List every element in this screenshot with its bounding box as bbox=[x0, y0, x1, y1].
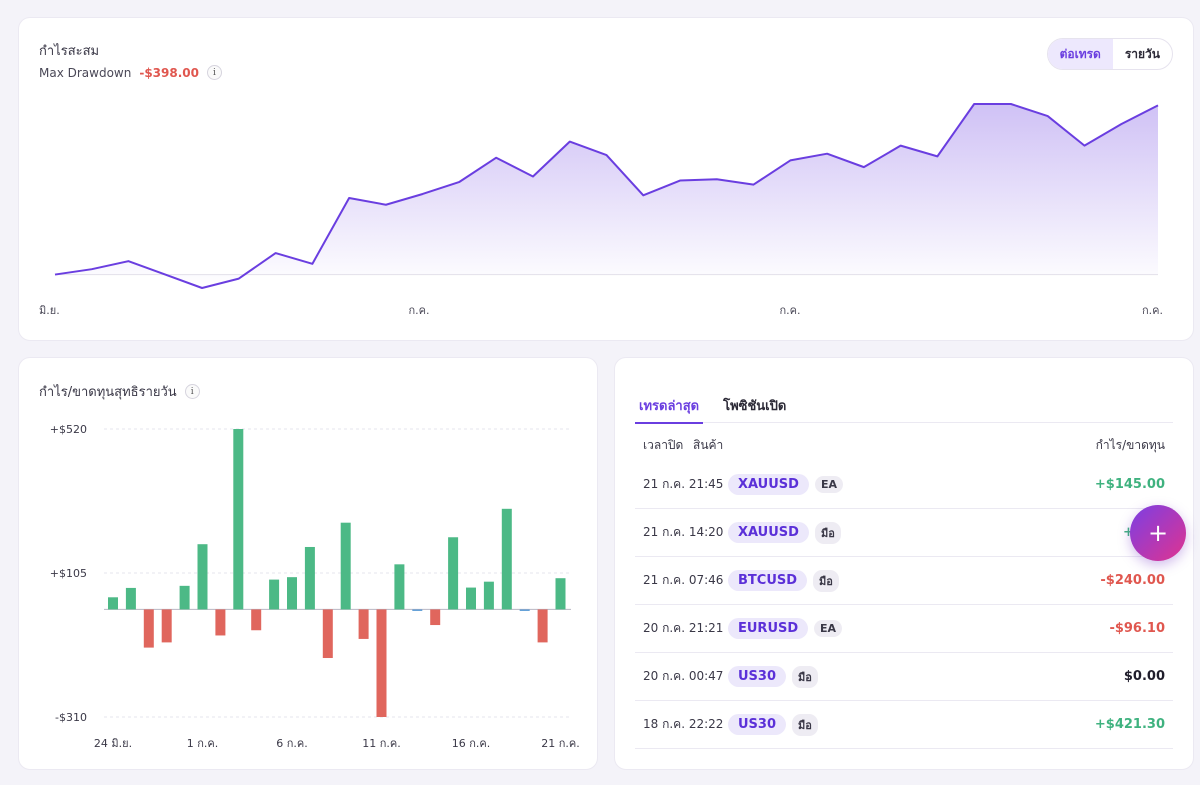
x-tick-label: ก.ค. bbox=[1142, 304, 1163, 317]
trade-pnl: -$240.00 bbox=[1100, 573, 1165, 588]
trade-type-badge: EA bbox=[814, 620, 843, 637]
trade-type-badge: EA bbox=[815, 476, 844, 493]
daily-bar-9[interactable] bbox=[269, 579, 280, 610]
daily-bar-19[interactable] bbox=[448, 537, 459, 610]
daily-bar-18[interactable] bbox=[430, 609, 441, 626]
chart-mode-toggle: ต่อเทรด รายวัน bbox=[1046, 38, 1173, 70]
daily-bar-16[interactable] bbox=[394, 564, 405, 610]
symbol-badge: XAUUSD bbox=[728, 474, 809, 495]
plus-icon: + bbox=[1147, 519, 1169, 547]
trade-row[interactable]: 20 ก.ค. 00:47 US30 มือ $0.00 bbox=[635, 653, 1173, 701]
daily-bar-21[interactable] bbox=[483, 581, 494, 610]
area-fill bbox=[55, 104, 1158, 288]
daily-bar-12[interactable] bbox=[322, 609, 333, 659]
header-pnl: กำไร/ขาดทุน bbox=[1095, 438, 1165, 452]
info-icon[interactable]: i bbox=[206, 65, 222, 80]
daily-bar-7[interactable] bbox=[233, 429, 244, 610]
daily-bar-0[interactable] bbox=[108, 597, 118, 610]
daily-bar-6[interactable] bbox=[215, 609, 226, 636]
x-tick-label: ก.ค. bbox=[779, 304, 800, 317]
x-tick-label: 11 ก.ค. bbox=[362, 737, 401, 750]
daily-bar-23[interactable] bbox=[519, 609, 530, 611]
x-tick-label: ก.ค. bbox=[408, 304, 429, 317]
trade-close-time: 20 ก.ค. 00:47 bbox=[643, 669, 724, 683]
daily-bar-15[interactable] bbox=[376, 609, 387, 717]
daily-bar-2[interactable] bbox=[143, 609, 154, 648]
daily-bar-22[interactable] bbox=[501, 508, 512, 610]
y-tick-label: +$105 bbox=[50, 567, 87, 580]
x-tick-label: 16 ก.ค. bbox=[452, 737, 491, 750]
drawdown-value: -$398.00 bbox=[139, 65, 199, 80]
trade-close-time: 21 ก.ค. 14:20 bbox=[643, 525, 724, 539]
daily-bar-4[interactable] bbox=[179, 585, 190, 610]
toggle-daily[interactable]: รายวัน bbox=[1124, 46, 1160, 61]
cumulative-profit-card: กำไรสะสม Max Drawdown -$398.00 i ต่อเทรด… bbox=[18, 17, 1194, 341]
daily-bar-11[interactable] bbox=[304, 546, 315, 610]
daily-pnl-card: กำไร/ขาดทุนสุทธิรายวัน i +$520 +$105 -$310… bbox=[18, 357, 598, 770]
symbol-badge: BTCUSD bbox=[728, 570, 808, 591]
daily-bar-10[interactable] bbox=[287, 577, 297, 610]
trade-pnl: +$421.30 bbox=[1094, 717, 1165, 732]
header-symbol: สินค้า bbox=[693, 438, 724, 452]
x-tick-label: มิ.ย. bbox=[39, 304, 60, 317]
daily-bar-13[interactable] bbox=[340, 522, 351, 610]
x-tick-label: 24 มิ.ย. bbox=[94, 737, 132, 750]
trade-row[interactable]: 21 ก.ค. 21:45 XAUUSD EA +$145.00 bbox=[635, 461, 1173, 509]
trade-close-time: 21 ก.ค. 21:45 bbox=[643, 477, 724, 491]
trade-close-time: 20 ก.ค. 21:21 bbox=[643, 621, 724, 635]
daily-bar-24[interactable] bbox=[537, 609, 548, 643]
info-icon[interactable]: i bbox=[184, 384, 200, 399]
trade-pnl: +$145.00 bbox=[1094, 477, 1165, 492]
daily-bar-chart: +$520 +$105 -$310 24 มิ.ย. 1 ก.ค. 6 ก.ค. 11 ก.… bbox=[50, 423, 580, 750]
daily-bar-5[interactable] bbox=[197, 544, 208, 610]
trade-row[interactable]: 21 ก.ค. 14:20XAUUSDมือ+$1… bbox=[635, 509, 1173, 557]
trade-close-time: 21 ก.ค. 07:46 bbox=[643, 573, 724, 587]
daily-title: กำไร/ขาดทุนสุทธิรายวัน bbox=[39, 385, 177, 400]
drawdown-row: Max Drawdown -$398.00 i bbox=[39, 65, 222, 80]
trade-pnl: $0.00 bbox=[1123, 669, 1165, 684]
cumulative-area-chart: มิ.ย. ก.ค. ก.ค. ก.ค. bbox=[39, 103, 1163, 317]
trade-close-time: 18 ก.ค. 22:22 bbox=[643, 717, 724, 731]
daily-bar-17[interactable] bbox=[412, 609, 423, 611]
tab-open-positions[interactable]: โพซิชันเปิด bbox=[723, 399, 787, 414]
daily-bar-20[interactable] bbox=[466, 587, 476, 610]
symbol-badge: US30 bbox=[728, 714, 787, 735]
trades-table-header: เวลาปิด สินค้า กำไร/ขาดทุน bbox=[643, 436, 1165, 452]
x-tick-label: 21 ก.ค. bbox=[541, 737, 580, 750]
trade-row[interactable]: 21 ก.ค. 07:46 BTCUSD มือ -$240.00 bbox=[635, 557, 1173, 605]
trade-type-badge: มือ bbox=[792, 665, 818, 688]
daily-bar-14[interactable] bbox=[358, 609, 369, 639]
symbol-badge: XAUUSD bbox=[728, 522, 809, 543]
trades-card: เทรดล่าสุด โพซิชันเปิด เวลาปิด สินค้า กำ… bbox=[614, 357, 1194, 770]
header-close-time: เวลาปิด bbox=[643, 438, 684, 452]
symbol-badge: EURUSD bbox=[728, 618, 809, 639]
tab-recent-trades[interactable]: เทรดล่าสุด bbox=[635, 388, 704, 424]
trade-type-badge: มือ bbox=[792, 713, 818, 736]
trade-type-badge: มือ bbox=[813, 569, 839, 592]
daily-bar-3[interactable] bbox=[161, 609, 172, 643]
add-trade-button[interactable]: + bbox=[1130, 505, 1186, 561]
daily-bar-1[interactable] bbox=[125, 587, 136, 610]
trade-pnl: -$96.10 bbox=[1109, 621, 1165, 636]
y-tick-label: +$520 bbox=[50, 423, 87, 436]
symbol-badge: US30 bbox=[728, 666, 787, 687]
daily-bar-25[interactable] bbox=[555, 578, 566, 610]
trades-list: 21 ก.ค. 21:45 XAUUSD EA +$145.00 21 ก.ค. 14:… bbox=[635, 461, 1173, 749]
drawdown-label: Max Drawdown bbox=[39, 65, 132, 80]
toggle-per-trade[interactable]: ต่อเทรด bbox=[1047, 39, 1113, 69]
trade-row[interactable]: 18 ก.ค. 22:22 US30 มือ +$421.30 bbox=[635, 701, 1173, 749]
daily-title-row: กำไร/ขาดทุนสุทธิรายวัน i bbox=[39, 381, 200, 402]
trade-row[interactable]: 20 ก.ค. 21:21 EURUSD EA -$96.10 bbox=[635, 605, 1173, 653]
x-tick-label: 6 ก.ค. bbox=[276, 737, 308, 750]
daily-bar-8[interactable] bbox=[251, 609, 262, 631]
trades-tabs: เทรดล่าสุด โพซิชันเปิด bbox=[635, 388, 1173, 424]
trade-type-badge: มือ bbox=[815, 521, 841, 544]
y-tick-label: -$310 bbox=[55, 711, 87, 724]
cumulative-title: กำไรสะสม bbox=[39, 44, 100, 59]
x-tick-label: 1 ก.ค. bbox=[187, 737, 219, 750]
